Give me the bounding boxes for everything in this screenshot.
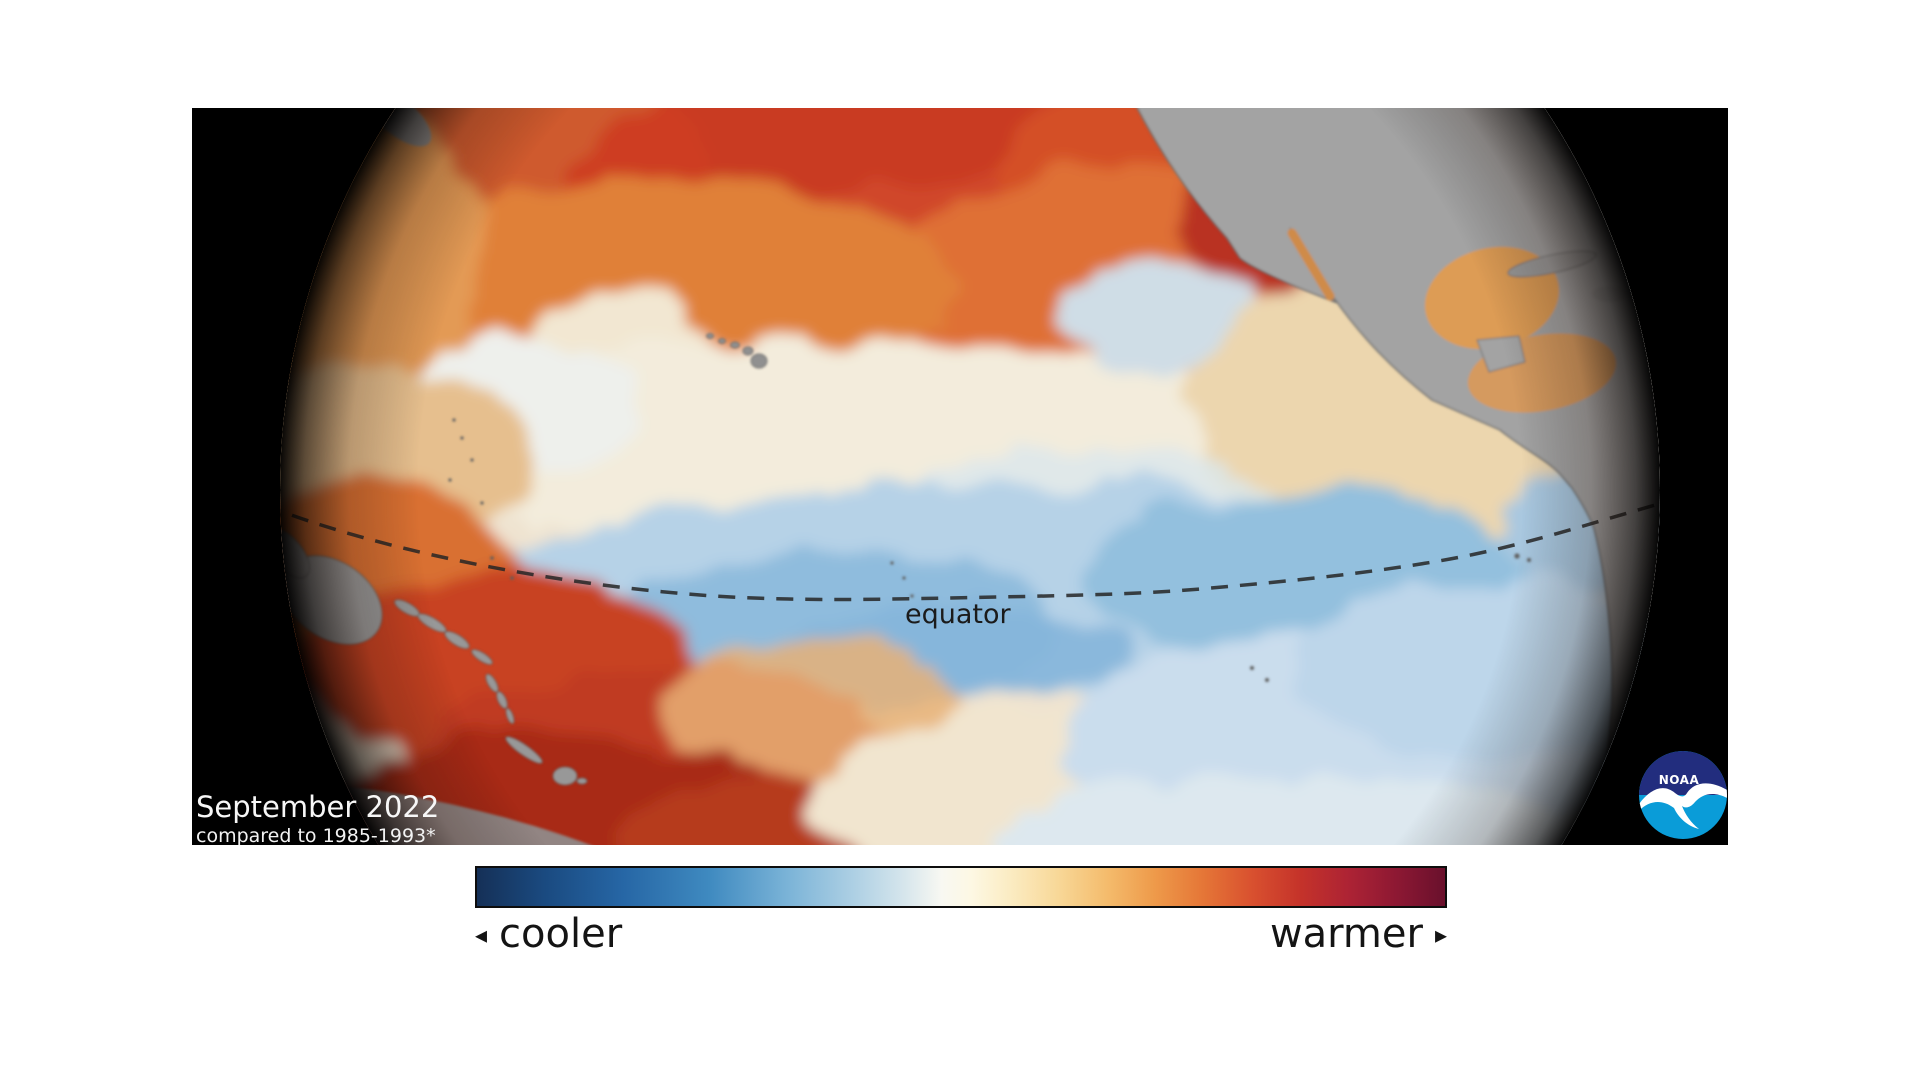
warmer-label: warmer bbox=[1269, 911, 1423, 957]
limb-shading bbox=[280, 108, 1660, 845]
globe-visualization: equator NOAA bbox=[192, 108, 1728, 845]
cooler-label-group: ◂ cooler bbox=[475, 911, 622, 957]
warmer-label-group: warmer ▸ bbox=[1270, 911, 1447, 957]
noaa-seagull-icon bbox=[1639, 783, 1727, 829]
noaa-logo-text: NOAA bbox=[1659, 773, 1700, 787]
warmer-arrow-icon: ▸ bbox=[1434, 921, 1447, 949]
date-label: September 2022 bbox=[196, 790, 440, 824]
cooler-label: cooler bbox=[499, 911, 623, 957]
noaa-logo: NOAA bbox=[1639, 751, 1727, 839]
colorbar-gradient bbox=[475, 866, 1447, 908]
baseline-label: compared to 1985-1993* bbox=[196, 825, 436, 845]
colorbar-labels: ◂ cooler warmer ▸ bbox=[475, 908, 1447, 960]
globe-image-panel: equator NOAA September 2022 compared to … bbox=[192, 108, 1728, 845]
globe-sphere: equator bbox=[280, 108, 1660, 845]
cooler-arrow-icon: ◂ bbox=[475, 921, 488, 949]
